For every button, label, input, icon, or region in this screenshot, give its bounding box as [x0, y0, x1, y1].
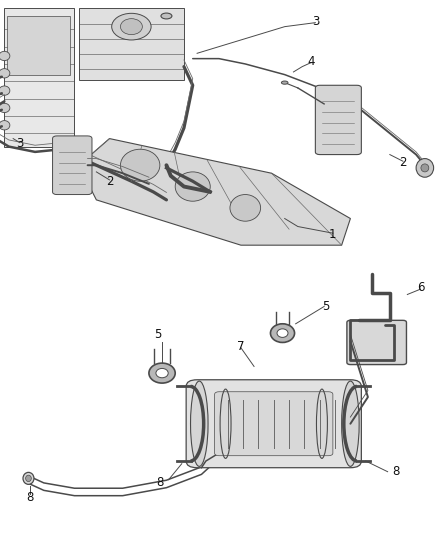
Ellipse shape	[156, 368, 168, 378]
Bar	[7, 16, 70, 75]
Text: 5: 5	[323, 300, 330, 313]
Ellipse shape	[191, 381, 208, 466]
Ellipse shape	[421, 164, 429, 172]
Ellipse shape	[161, 13, 172, 19]
Ellipse shape	[25, 475, 32, 482]
Ellipse shape	[112, 13, 151, 40]
Text: 6: 6	[417, 281, 424, 294]
Text: 1: 1	[329, 228, 337, 241]
Ellipse shape	[149, 363, 175, 383]
FancyBboxPatch shape	[215, 392, 333, 456]
FancyBboxPatch shape	[53, 136, 92, 195]
FancyBboxPatch shape	[186, 379, 361, 468]
Text: 8: 8	[393, 465, 400, 478]
Text: 8: 8	[156, 476, 163, 489]
Text: 4: 4	[307, 55, 315, 68]
FancyBboxPatch shape	[315, 85, 361, 155]
FancyArrowPatch shape	[0, 110, 2, 113]
Text: 7: 7	[237, 340, 245, 353]
FancyArrowPatch shape	[0, 77, 2, 80]
FancyArrowPatch shape	[0, 126, 2, 130]
Ellipse shape	[120, 149, 160, 181]
FancyArrowPatch shape	[0, 93, 2, 96]
Ellipse shape	[23, 472, 34, 484]
Text: 8: 8	[26, 490, 33, 504]
Polygon shape	[79, 139, 350, 245]
Ellipse shape	[0, 103, 10, 112]
Text: 3: 3	[312, 15, 319, 28]
Ellipse shape	[0, 69, 10, 78]
Ellipse shape	[230, 195, 261, 221]
Ellipse shape	[416, 159, 434, 177]
Ellipse shape	[281, 81, 288, 84]
Ellipse shape	[175, 172, 210, 201]
Polygon shape	[4, 8, 74, 147]
Ellipse shape	[120, 19, 142, 35]
Ellipse shape	[0, 120, 10, 130]
Ellipse shape	[342, 381, 359, 466]
FancyBboxPatch shape	[347, 320, 406, 365]
Text: 3: 3	[16, 138, 23, 150]
Ellipse shape	[270, 324, 294, 342]
Ellipse shape	[0, 86, 10, 95]
Ellipse shape	[277, 329, 288, 337]
Text: 5: 5	[154, 328, 161, 341]
Text: 2: 2	[399, 156, 407, 169]
Text: 2: 2	[106, 175, 113, 188]
Ellipse shape	[0, 51, 10, 61]
Polygon shape	[79, 8, 184, 80]
